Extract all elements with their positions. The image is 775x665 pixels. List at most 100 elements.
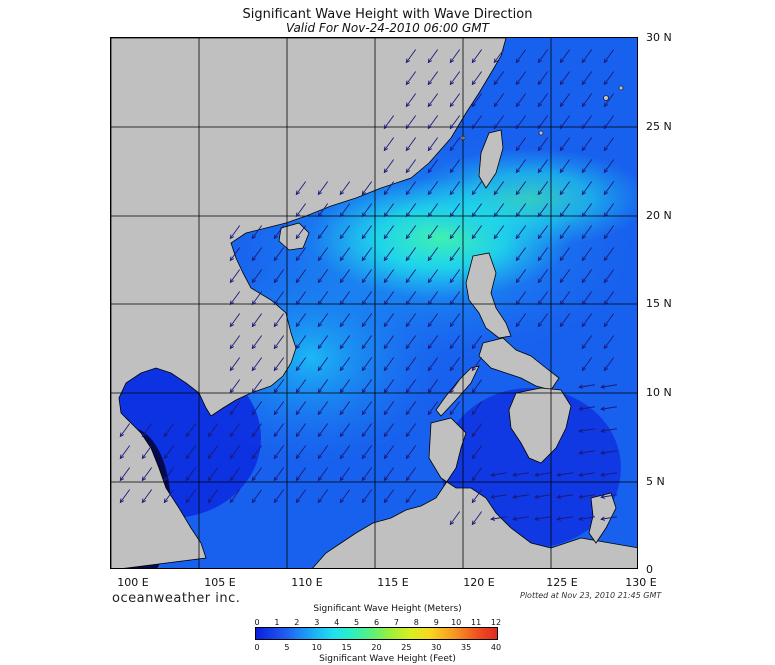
wave-arrow <box>295 269 307 283</box>
wave-arrow-head <box>317 234 323 240</box>
wave-arrow <box>471 181 483 195</box>
wave-arrow <box>295 423 307 437</box>
wave-arrow-head <box>405 256 411 262</box>
wave-arrow-head <box>295 366 301 372</box>
wave-arrow <box>603 291 615 305</box>
wave-arrow <box>493 225 505 239</box>
wave-arrow <box>295 225 307 239</box>
wave-arrow-head <box>603 80 609 86</box>
wave-arrow <box>515 71 527 85</box>
wave-arrow <box>383 137 395 151</box>
wave-arrow <box>449 93 461 107</box>
wave-arrow <box>581 269 593 283</box>
wave-arrow-head <box>449 410 455 416</box>
wave-arrow <box>405 489 417 503</box>
wave-arrow <box>579 428 595 432</box>
wave-arrow <box>383 445 395 459</box>
wave-arrow <box>229 247 241 261</box>
wave-arrow <box>427 247 439 261</box>
wave-arrow <box>471 379 483 393</box>
wave-arrow <box>579 406 595 410</box>
wave-arrow <box>229 225 241 239</box>
wave-arrow <box>515 137 527 151</box>
wave-arrow-head <box>603 168 609 174</box>
wave-arrow <box>449 379 461 393</box>
wave-arrow <box>273 489 285 503</box>
wave-arrow <box>559 247 571 261</box>
wave-arrow-head <box>339 454 345 460</box>
wave-arrow <box>537 115 549 129</box>
wave-arrow-head <box>295 476 301 482</box>
wave-arrow-head <box>603 234 609 240</box>
wave-arrow-head <box>383 454 389 460</box>
wave-arrow-head <box>559 278 565 284</box>
wave-arrow <box>515 49 527 63</box>
lat-label-20n: 20 N <box>646 209 672 222</box>
wave-arrow <box>383 203 395 217</box>
wave-arrow <box>207 445 219 459</box>
wave-arrow <box>559 291 571 305</box>
wave-arrow-head <box>493 190 499 196</box>
colorbar-meter-tick: 10 <box>451 618 462 627</box>
wave-arrow <box>493 71 505 85</box>
wave-arrow <box>339 335 351 349</box>
wave-arrow <box>383 467 395 481</box>
wave-arrow <box>185 445 197 459</box>
wave-arrow <box>581 357 593 371</box>
lon-label-105e: 105 E <box>204 576 236 589</box>
wave-arrow <box>119 489 131 503</box>
wave-arrow-head <box>383 344 389 350</box>
wave-arrow-head <box>383 278 389 284</box>
wave-arrow-head <box>556 516 562 521</box>
wave-arrow <box>251 313 263 327</box>
wave-arrow-head <box>471 476 477 482</box>
wave-arrow <box>535 472 551 476</box>
colorbar <box>255 627 498 640</box>
colorbar-meter-tick: 12 <box>490 618 502 627</box>
wave-arrow-head <box>229 454 235 460</box>
wave-arrow <box>515 269 527 283</box>
wave-arrow-head <box>515 58 521 64</box>
wave-arrow-head <box>581 212 587 218</box>
wave-arrow-head <box>251 322 257 328</box>
colorbar-meter-tick: 8 <box>413 618 419 627</box>
plotted-timestamp: Plotted at Nov 23, 2010 21:45 GMT <box>520 591 662 600</box>
wave-arrow-head <box>317 432 323 438</box>
wave-arrow <box>603 247 615 261</box>
wave-arrow <box>405 137 417 151</box>
wave-arrow <box>601 472 617 476</box>
wave-arrow-head <box>515 278 521 284</box>
wave-arrow-head <box>405 300 411 306</box>
luzon-island <box>465 252 512 339</box>
wave-field-high-east <box>411 148 637 248</box>
wave-arrow <box>449 335 461 349</box>
wave-arrow <box>427 181 439 195</box>
wave-arrow-head <box>490 516 496 521</box>
wave-arrow-head <box>559 300 565 306</box>
wave-arrow <box>491 494 507 498</box>
wave-arrow <box>601 406 617 410</box>
hainan-island <box>278 222 310 251</box>
wave-arrow <box>339 291 351 305</box>
wave-arrow-head <box>449 80 455 86</box>
wave-arrow-head <box>581 102 587 108</box>
wave-arrow-head <box>581 322 587 328</box>
wave-arrow-head <box>361 300 367 306</box>
wave-arrow-head <box>581 234 587 240</box>
wave-arrow-head <box>471 498 477 504</box>
lon-label-100e: 100 E <box>117 576 149 589</box>
wave-arrow-head <box>534 494 540 499</box>
wave-arrow-head <box>405 212 411 218</box>
wave-arrow-head <box>600 406 606 411</box>
wave-arrow <box>251 379 263 393</box>
wave-arrow-head <box>317 476 323 482</box>
wave-arrow <box>273 445 285 459</box>
wave-arrow-head <box>361 476 367 482</box>
colorbar-meter-tick: 6 <box>373 618 380 627</box>
wave-arrow <box>557 516 573 520</box>
wave-arrow <box>405 93 417 107</box>
wave-arrow-head <box>273 344 279 350</box>
wave-arrow <box>273 225 285 239</box>
lat-lon-grid <box>111 38 637 568</box>
wave-arrow-head <box>251 498 257 504</box>
